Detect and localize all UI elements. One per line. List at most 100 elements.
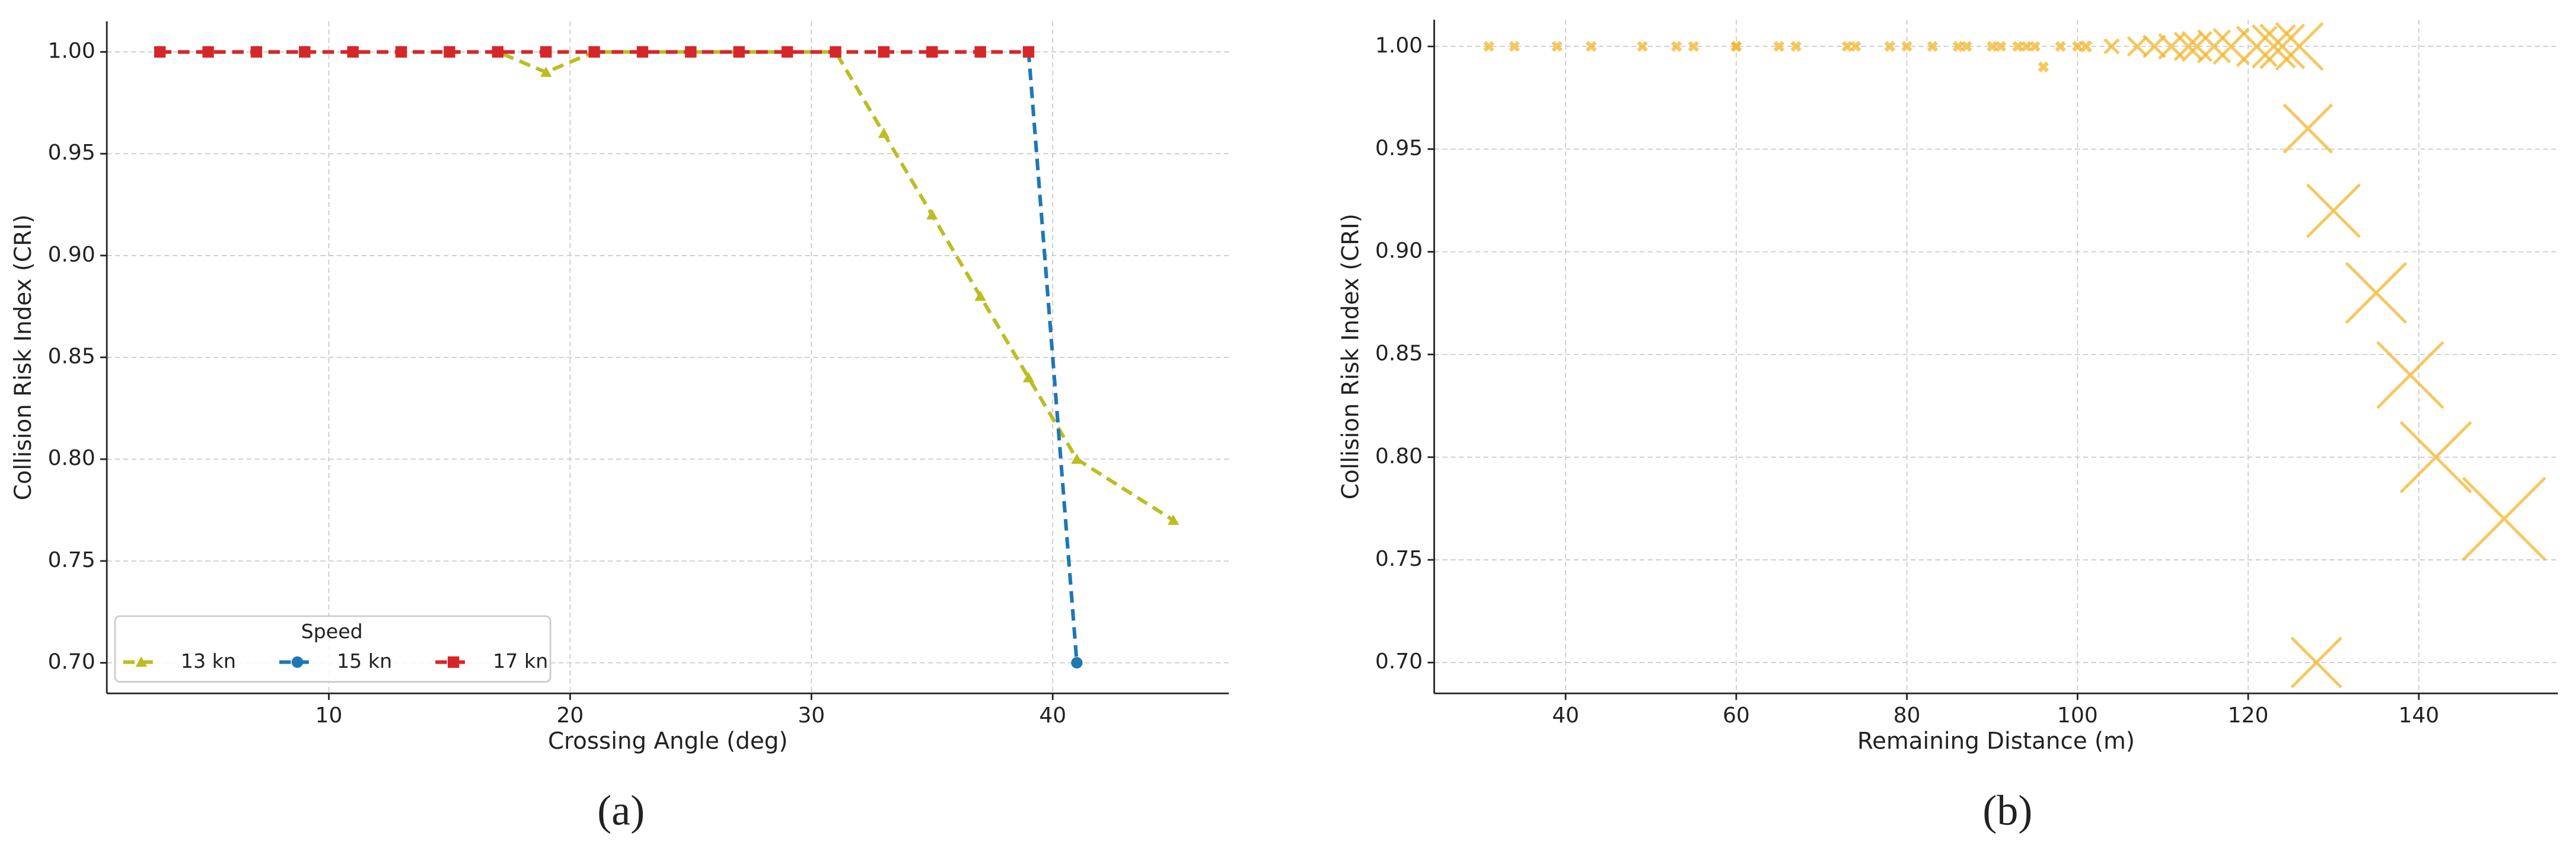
y-tick-label: 0.70 [1375, 649, 1423, 674]
x-tick-label: 20 [556, 703, 584, 728]
scatter-point [2127, 36, 2148, 57]
legend-label: 17 kn [493, 649, 548, 673]
scatter-point [1509, 40, 1520, 52]
x-tick-label: 40 [1039, 703, 1066, 728]
y-tick-label: 1.00 [1375, 33, 1423, 58]
scatter-point [1952, 40, 1964, 52]
panel-label: (a) [597, 787, 645, 834]
legend-label: 13 kn [181, 649, 236, 673]
marker [1167, 514, 1179, 525]
scatter-point [2173, 31, 2204, 62]
scatter-point [2080, 40, 2093, 53]
legend-box [114, 615, 551, 683]
scatter-point [2020, 40, 2032, 52]
scatter-point [1841, 40, 1853, 52]
scatter-point [1901, 40, 1912, 52]
scatter-point [2306, 183, 2361, 238]
x-tick-label: 120 [2228, 703, 2269, 728]
scatter-point [1637, 40, 1648, 52]
marker [492, 46, 504, 58]
x-tick-label: 30 [798, 703, 825, 728]
marker [299, 46, 311, 58]
legend-marker [291, 656, 304, 668]
y-tick-label: 0.75 [48, 548, 95, 572]
marker [878, 46, 890, 58]
y-tick-label: 0.95 [48, 141, 95, 165]
scatter-point [2038, 61, 2049, 73]
scatter-point [1773, 40, 1785, 52]
x-tick-label: 60 [1723, 703, 1750, 728]
scatter-point [1995, 40, 2007, 52]
scatter-point [2290, 636, 2342, 689]
marker [974, 46, 986, 58]
marker [540, 46, 552, 58]
marker [685, 46, 697, 58]
legend-marker [447, 656, 460, 668]
scatter-point [2282, 103, 2333, 154]
marker [878, 128, 890, 138]
x-tick-label: 80 [1893, 703, 1921, 728]
marker [444, 46, 455, 58]
y-axis-label: Collision Risk Index (CRI) [10, 215, 37, 501]
scatter-point [2376, 341, 2444, 409]
scatter-point [1730, 40, 1742, 52]
series-line [160, 50, 1175, 522]
scatter-point [1688, 40, 1700, 52]
y-tick-label: 0.85 [1375, 342, 1423, 366]
y-tick-label: 1.00 [48, 39, 95, 63]
marker [781, 46, 793, 58]
legend-marker [135, 656, 148, 667]
marker [926, 46, 938, 58]
scatter-point [2275, 22, 2324, 71]
marker [588, 46, 600, 58]
marker [540, 66, 552, 77]
marker [1071, 657, 1083, 669]
x-tick-label: 10 [315, 703, 343, 728]
marker [395, 46, 407, 58]
scatter-point [1850, 40, 1861, 52]
scatter-point [2055, 40, 2066, 52]
x-tick-label: 40 [1552, 703, 1579, 728]
marker [830, 46, 841, 58]
legend-title: Speed [301, 620, 363, 643]
marker [202, 46, 214, 58]
y-tick-label: 0.85 [48, 345, 95, 369]
scatter-point [2142, 34, 2166, 59]
marker [636, 46, 649, 58]
scatter-point [2072, 40, 2083, 52]
y-tick-label: 0.70 [48, 650, 95, 674]
marker [974, 290, 986, 301]
scatter-point [2462, 476, 2546, 561]
x-axis-label: Remaining Distance (m) [1857, 728, 2135, 755]
y-tick-label: 0.80 [1375, 444, 1423, 469]
marker [1022, 372, 1035, 383]
marker [733, 46, 745, 58]
scatter-point [1586, 40, 1597, 52]
scatter-point [2259, 23, 2306, 69]
scatter-point [2345, 262, 2408, 324]
panel-label: (b) [1982, 787, 2032, 834]
marker [926, 209, 938, 219]
x-tick-label: 100 [2057, 703, 2098, 728]
scatter-point [1551, 40, 1563, 52]
scatter-point [2103, 38, 2120, 55]
y-tick-label: 0.90 [48, 243, 95, 267]
marker [1071, 453, 1083, 464]
y-tick-label: 0.95 [1375, 136, 1423, 160]
y-axis-label: Collision Risk Index (CRI) [1338, 214, 1364, 499]
marker [250, 46, 263, 58]
scatter-point [2012, 40, 2023, 52]
y-tick-label: 0.80 [48, 446, 95, 470]
scatter-point [2212, 28, 2250, 65]
x-axis-label: Crossing Angle (deg) [548, 728, 788, 755]
scatter-point [1961, 40, 1972, 52]
scatter-point [2399, 420, 2472, 493]
scatter-point [2251, 24, 2296, 69]
scatter-point [1483, 40, 1494, 52]
y-tick-label: 0.75 [1375, 547, 1423, 571]
scatter-point [1884, 40, 1896, 52]
scatter-point [1987, 40, 1998, 52]
scatter-point [2029, 40, 2041, 52]
